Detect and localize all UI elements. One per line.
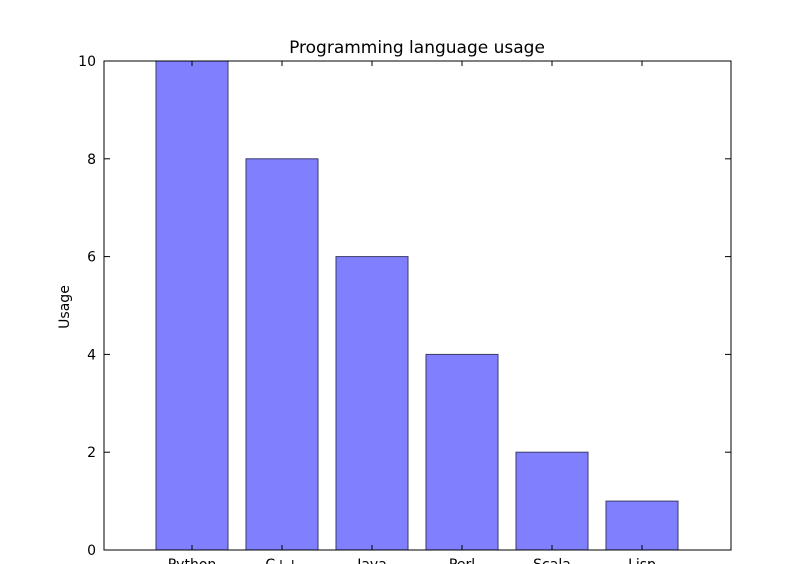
x-tick-label: Java [356, 557, 387, 564]
x-tick-label: Scala [533, 557, 571, 564]
bar [515, 451, 589, 551]
y-axis-label: Usage [57, 285, 73, 329]
y-tick-label: 4 [87, 347, 96, 363]
x-tick-label: Lisp [628, 557, 656, 564]
bar [155, 60, 229, 551]
chart-title: Programming language usage [289, 38, 545, 58]
plot-frame [103, 60, 732, 551]
y-tick-label: 0 [87, 543, 96, 559]
bar [335, 256, 409, 551]
y-tick-label: 8 [87, 152, 96, 168]
y-tick-label: 10 [78, 54, 96, 70]
bar [605, 500, 679, 551]
x-tick-label: Python [168, 557, 217, 564]
bar [425, 353, 499, 551]
bar [245, 158, 319, 551]
x-tick-label: Perl [449, 557, 475, 564]
y-tick-label: 6 [87, 250, 96, 266]
x-tick-label: C++ [265, 557, 298, 564]
y-tick-label: 2 [87, 445, 96, 461]
